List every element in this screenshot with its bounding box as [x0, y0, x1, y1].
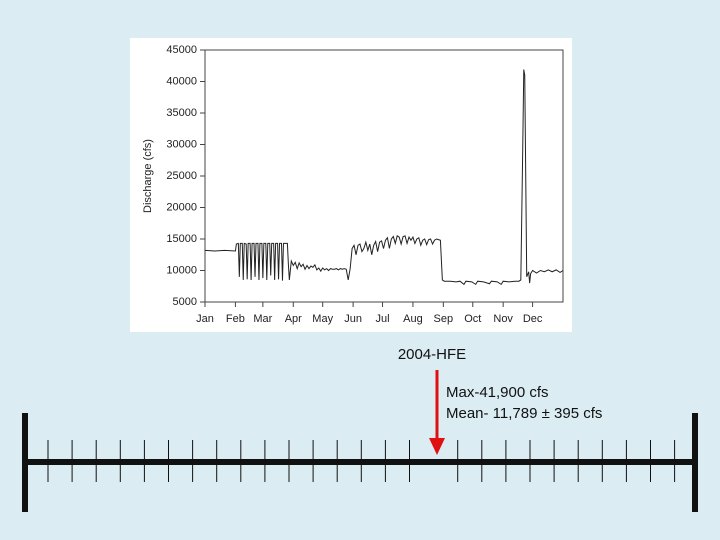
- y-tick-label: 20000: [166, 201, 197, 213]
- series-line: [204, 69, 564, 286]
- caption: 2004-HFE: [398, 346, 466, 363]
- x-tick-label: Jan: [196, 313, 214, 325]
- x-tick-label: Jun: [344, 313, 362, 325]
- x-tick-label: Jul: [375, 313, 389, 325]
- y-axis-label: Discharge (cfs): [142, 139, 154, 213]
- x-tick-label: Feb: [226, 313, 245, 325]
- x-tick-label: Aug: [403, 313, 423, 325]
- x-tick-label: Sep: [434, 313, 454, 325]
- y-tick-label: 45000: [166, 44, 197, 56]
- x-tick-label: Mar: [253, 313, 272, 325]
- arrow-head: [429, 438, 445, 455]
- note: Max-41,900 cfs: [446, 384, 549, 401]
- y-tick-label: 10000: [166, 264, 197, 276]
- note: Mean- 11,789 ± 395 cfs: [446, 405, 602, 422]
- x-tick-label: May: [312, 313, 333, 325]
- y-tick-label: 25000: [166, 170, 197, 182]
- y-tick-label: 15000: [166, 233, 197, 245]
- chart: Discharge (cfs) 5000 10000 15000 20000 25000…: [142, 44, 564, 325]
- x-tick-label: Nov: [493, 313, 513, 325]
- y-tick-label: 5000: [173, 296, 197, 308]
- x-tick-label: Apr: [285, 313, 302, 325]
- y-tick-label: 35000: [166, 107, 197, 119]
- y-tick-label: 40000: [166, 75, 197, 87]
- x-tick-label: Oct: [464, 313, 481, 325]
- y-tick-label: 30000: [166, 138, 197, 150]
- timeline: [22, 413, 698, 512]
- x-tick-label: Dec: [523, 313, 543, 325]
